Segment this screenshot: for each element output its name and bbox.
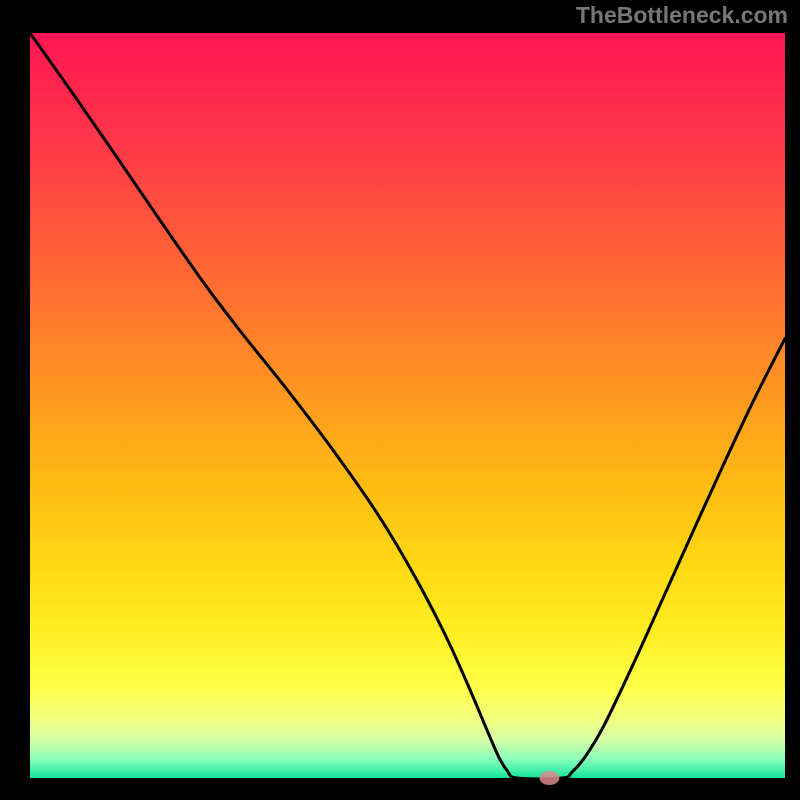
chart-container: TheBottleneck.com: [0, 0, 800, 800]
watermark-text: TheBottleneck.com: [576, 2, 788, 29]
plot-background: [30, 33, 785, 778]
chart-svg: [0, 0, 800, 800]
optimal-point-marker: [539, 771, 559, 785]
